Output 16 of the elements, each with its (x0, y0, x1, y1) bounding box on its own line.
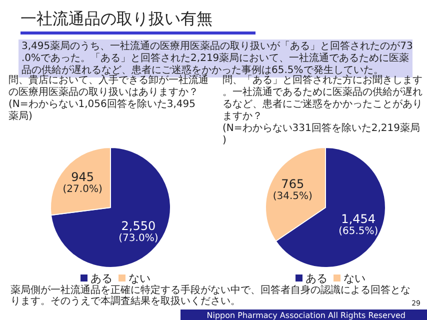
data-label: 2,550 (73.0%) (118, 219, 158, 244)
chart-title: 問、「ある」と回答された方にお聞きします。一社流通であるために医薬品の供給が遅れるなど、患者にご迷惑をかかったことがありますか？ (222, 74, 422, 122)
chart-title: 問、貴店において、入手できる卸が一社流通の医療用医薬品の取り扱いはありますか？ (8, 74, 208, 98)
data-label: 945 (27.0%) (62, 170, 102, 195)
data-label: 765 (34.5%) (272, 177, 313, 202)
legend-label: ある (306, 272, 328, 285)
text: 薬局側が一社流通品を正確に特定する手段がない中で、回答者自身の認識による回答となります。そのうえで本調査結果を取扱いください。 (10, 284, 410, 307)
chart-subtitle: (N=わからない331回答を除いた2,219薬局) (222, 122, 420, 146)
legend-label: ない (344, 272, 366, 285)
legend-label: ない (128, 272, 150, 285)
legend-label: ある (90, 272, 112, 285)
text: 一社流通品の取り扱い有無 (20, 9, 212, 28)
text: 3,495薬局のうち、一社流通の医療用医薬品の取り扱いが「ある」と回答されたのが73.0%であった。「ある」と回答された2,219薬局において、一社流通であるために医薬品の供給が遅れるなど、患者にご迷惑をかかった事例は65.5%で発生していた。 (22, 40, 413, 76)
data-label: 1,454 (65.5%) (338, 212, 378, 237)
chart-subtitle: (N=わからない1,056回答を除いた3,495薬局) (8, 98, 196, 122)
text: Nippon Pharmacy Association All Rights Reserved (206, 311, 406, 320)
